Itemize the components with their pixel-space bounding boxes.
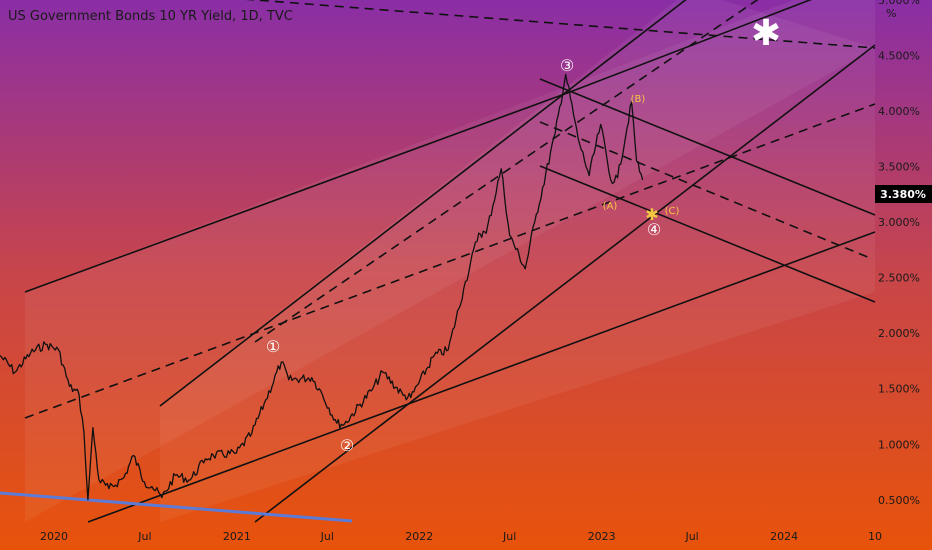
outer-channel-upper xyxy=(24,91,571,293)
dashed-midline-left xyxy=(24,103,876,419)
y-tick-label: 2.000% xyxy=(878,327,920,340)
y-axis: 0.500% 1.000% 1.500% 2.000% 2.500% 3.000% 3.50… xyxy=(878,0,920,507)
x-tick-label: 2021 xyxy=(223,530,251,543)
y-tick-label: 3.000% xyxy=(878,216,920,229)
upper-rising-line xyxy=(569,0,813,93)
y-tick-label: 3.500% xyxy=(878,161,920,174)
wave-label-b: (B) xyxy=(631,94,646,105)
inner-channel-upper xyxy=(159,0,687,407)
y-tick-label: 1.000% xyxy=(878,438,920,451)
y-tick-label: 4.000% xyxy=(878,105,920,118)
price-label-background xyxy=(875,185,932,203)
wave-label-3: ③ xyxy=(560,56,574,75)
x-tick-label: Jul xyxy=(502,530,516,543)
x-tick-label: Jul xyxy=(137,530,151,543)
y-unit-label: % xyxy=(886,7,896,20)
wave-label-1: ① xyxy=(266,337,280,356)
y-tick-label: 4.500% xyxy=(878,50,920,63)
y-tick-label: 1.500% xyxy=(878,383,920,396)
small-star-marker: ✱ xyxy=(645,205,658,224)
channel-shade-inner xyxy=(160,0,875,522)
wave-labels: ① ② ③ ④ (A) (B) (C) xyxy=(266,56,680,455)
dashed-midline-inner xyxy=(254,0,759,343)
price-series-line xyxy=(0,73,644,501)
x-tick-label: 2024 xyxy=(770,530,798,543)
y-tick-label: 0.500% xyxy=(878,494,920,507)
x-tick-label: 2020 xyxy=(40,530,68,543)
corrective-upper xyxy=(539,78,876,216)
y-tick-label: 2.500% xyxy=(878,272,920,285)
outer-channel-lower xyxy=(87,231,876,523)
inner-channel-lower xyxy=(254,44,876,523)
x-axis: 2020 Jul 2021 Jul 2022 Jul 2023 Jul 2024 10 xyxy=(40,530,882,543)
chart-title: US Government Bonds 10 YR Yield, 1D, TVC xyxy=(8,9,293,24)
corrective-lower xyxy=(539,165,876,303)
trend-lines-layer xyxy=(24,0,876,523)
x-tick-label: Jul xyxy=(684,530,698,543)
blue-trend-line xyxy=(0,491,353,523)
x-tick-label: 2022 xyxy=(405,530,433,543)
x-tick-label: 10 xyxy=(868,530,882,543)
x-tick-label: Jul xyxy=(320,530,334,543)
dashed-top-descending xyxy=(245,0,876,49)
large-star-marker: ✱ xyxy=(751,13,781,54)
price-label-text: 3.380% xyxy=(880,188,926,201)
price-label-box: 3.380% xyxy=(875,185,932,203)
wave-label-2: ② xyxy=(340,436,354,455)
wave-label-c: (C) xyxy=(665,206,680,217)
wave-label-a: (A) xyxy=(603,201,618,212)
wave-label-4: ④ xyxy=(647,220,661,239)
x-tick-label: 2023 xyxy=(588,530,616,543)
y-tick-label: 5.000% xyxy=(878,0,920,7)
